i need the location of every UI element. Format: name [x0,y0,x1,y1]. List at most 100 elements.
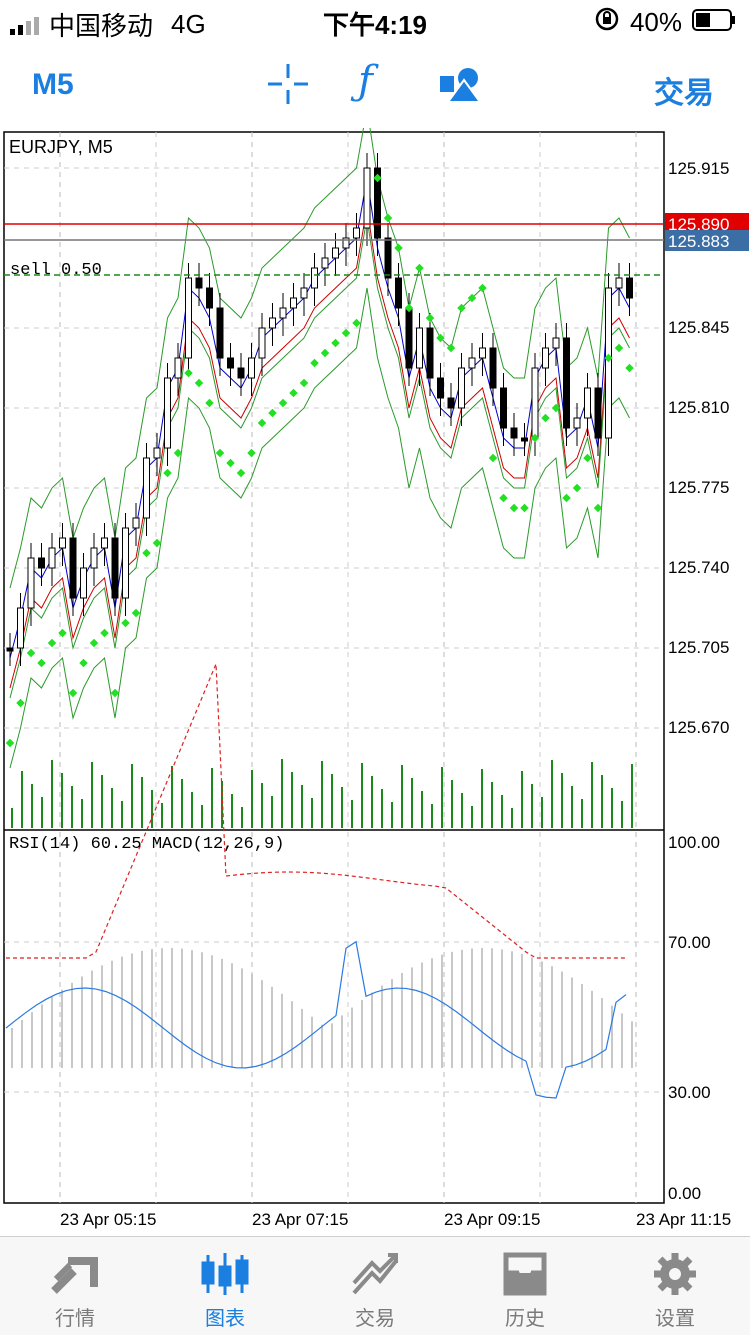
sar-dot [226,458,235,468]
sar-dot [625,363,634,373]
sar-dot [509,503,519,513]
sar-dot [320,348,330,358]
candle-body [269,317,276,329]
sar-dot [352,318,361,328]
time-label: 23 Apr 05:15 [60,1210,156,1229]
bottom-tab-bar: 行情 图表 交易 历史 设置 [0,1236,750,1335]
tab-settings[interactable]: 设置 [600,1237,750,1335]
bollinger-upper [9,107,630,589]
quotes-icon [51,1257,98,1294]
candle-body [479,347,486,359]
candle-body [584,387,591,419]
sar-dot [247,448,256,458]
indicators-icon[interactable]: ƒ [358,58,373,104]
sar-dot [299,378,309,388]
sar-dot [457,303,466,313]
sar-dot [436,333,445,343]
candle-body [563,337,570,429]
status-bar: 中国移动 4G 下午4:19 40% [0,0,750,41]
sar-dot [467,293,477,303]
candle-body [258,327,266,359]
tab-history[interactable]: 历史 [450,1237,600,1335]
candle-body [101,537,108,549]
ask-price-text: 125.883 [668,232,729,251]
sar-dot [236,468,246,478]
tab-quotes[interactable]: 行情 [0,1237,150,1335]
tab-label: 设置 [655,1308,695,1330]
sar-dot [425,313,435,323]
candle-body [206,287,213,309]
candle-body [90,547,98,569]
sar-dot [446,343,456,353]
candle-body [48,547,56,569]
sar-dot [499,493,508,503]
candle-body [363,167,371,229]
candle-body [615,277,623,289]
candle-body [321,257,329,269]
candle-body [542,347,549,369]
signal-icon [10,15,39,35]
candle-body [279,307,287,319]
candle-body [374,167,381,239]
chart-icon [201,1253,249,1295]
candle-body [132,517,140,529]
candle-body [59,537,66,549]
osc-tick: 70.00 [668,933,711,952]
trade-button[interactable]: 交易 [654,77,714,110]
battery-icon [692,7,736,38]
price-tick: 125.810 [668,398,729,417]
sar-dot [215,448,225,458]
clock: 下午4:19 [322,10,428,40]
sar-dot [394,243,403,253]
sar-dot [541,413,550,423]
candle-body [185,277,192,359]
tab-label: 行情 [55,1308,95,1330]
sar-dot [257,418,267,428]
osc-tick: 0.00 [668,1184,701,1203]
osc-tick: 100.00 [668,833,720,852]
sar-dot [278,398,288,408]
sar-dot [478,283,487,293]
objects-icon[interactable] [438,64,482,109]
price-tick: 125.915 [668,159,729,178]
candle-body [521,437,528,442]
sar-dot [530,433,540,443]
sar-dot [373,173,382,183]
candle-body [237,367,245,379]
timeframe-button[interactable]: M5 [32,68,74,101]
macd-signal-line [6,663,626,959]
candle-body [426,327,434,379]
candle-body [500,387,507,429]
candle-body [395,277,402,309]
sar-dot [268,408,277,418]
sar-dot [583,453,592,463]
tab-trade[interactable]: 交易 [300,1237,450,1335]
crosshair-icon[interactable] [266,62,310,111]
network-type: 4G [171,9,206,39]
osc-tick: 30.00 [668,1083,711,1102]
candle-body [342,237,350,249]
sar-dot [604,353,613,363]
candle-body [311,267,318,289]
sar-dot [205,398,214,408]
candle-body [468,357,476,369]
carrier-name: 中国移动 [49,11,154,41]
tab-chart[interactable]: 图表 [150,1237,300,1335]
candle-body [594,387,602,439]
time-label: 23 Apr 09:15 [444,1210,540,1229]
sar-dot [341,328,351,338]
candle-body [17,607,24,649]
candle-body [605,287,612,439]
chart-canvas[interactable]: sell 0.50 EURJPY, M5 RSI(14) 60.25 MACD(… [0,103,750,1234]
candle-body [227,357,234,369]
candle-body [552,337,560,349]
candle-body [489,347,497,389]
sar-dot [551,403,561,413]
price-tick: 125.845 [668,318,729,337]
candle-body [69,537,77,599]
candle-body [531,367,539,439]
ask-price-tag [665,230,749,251]
candle-body [143,457,150,519]
price-chart[interactable]: sell 0.50 EURJPY, M5 RSI(14) 60.25 MACD(… [0,103,750,1234]
candle-body [174,357,182,379]
